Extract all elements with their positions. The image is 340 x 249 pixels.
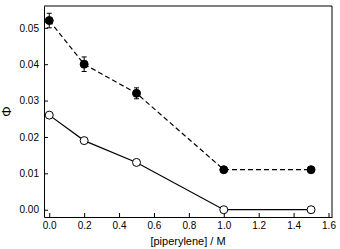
x-tick-label: 1.6 [322, 220, 336, 231]
x-tick-label: 0.2 [78, 220, 92, 231]
y-tick-mark [44, 210, 48, 211]
x-tick-mark [259, 213, 260, 217]
plot: 0.00.20.40.60.81.01.21.41.60.000.010.020… [20, 6, 337, 231]
y-tick-label: 0.05 [20, 23, 40, 34]
data-point [133, 158, 141, 166]
x-tick: 1.6 [322, 213, 336, 231]
x-tick: 0.4 [113, 213, 127, 231]
y-tick: 0.05 [20, 23, 48, 34]
y-tick: 0.02 [20, 132, 48, 143]
x-tick-label: 1.4 [287, 220, 301, 231]
x-tick-mark [329, 213, 330, 217]
y-tick-label: 0.04 [20, 59, 40, 70]
data-point [45, 17, 53, 25]
data-point [220, 206, 228, 214]
x-tick-mark [294, 213, 295, 217]
y-tick-mark [44, 173, 48, 174]
y-tick: 0.04 [20, 59, 48, 70]
y-tick: 0.03 [20, 95, 48, 106]
x-tick: 0.8 [182, 213, 196, 231]
y-axis-line [44, 7, 45, 218]
y-tick: 0.01 [20, 168, 48, 179]
x-tick-label: 0.6 [148, 220, 162, 231]
x-tick: 1.2 [252, 213, 266, 231]
x-tick: 1.4 [287, 213, 301, 231]
x-tick: 1.0 [217, 213, 231, 231]
x-axis: 0.0 0.2 0.4 0.6 0.8 1.0 1.2 1.4 1.6 [43, 213, 337, 231]
y-tick-mark [44, 64, 48, 65]
x-tick-mark [119, 213, 120, 217]
x-tick: 0.6 [148, 213, 162, 231]
x-tick-mark [49, 213, 50, 217]
chart: 0.00.20.40.60.81.01.21.41.60.000.010.020… [0, 0, 340, 249]
y-tick-label: 0.02 [20, 132, 40, 143]
y-tick-label: 0.01 [20, 168, 40, 179]
y-tick-label: 0.00 [20, 204, 40, 215]
x-tick: 0.2 [78, 213, 92, 231]
x-axis-line [45, 217, 333, 218]
frame [44, 6, 332, 7]
y-tick: 0.00 [20, 204, 48, 215]
x-tick-mark [84, 213, 85, 217]
data-point [80, 60, 88, 68]
x-tick-label: 1.2 [252, 220, 266, 231]
x-tick-label: 0.8 [182, 220, 196, 231]
x-axis-title: [piperylene] / M [150, 235, 225, 247]
data-area [45, 13, 315, 213]
y-axis: 0.00 0.01 0.02 0.03 0.04 0.05 [20, 7, 48, 218]
data-point [307, 206, 315, 214]
x-tick-label: 0.0 [43, 220, 57, 231]
x-tick-mark [154, 213, 155, 217]
data-point [307, 166, 315, 174]
y-tick-mark [44, 137, 48, 138]
x-tick-label: 1.0 [217, 220, 231, 231]
frame [332, 6, 333, 217]
data-point [220, 166, 228, 174]
series-line [49, 21, 311, 170]
x-tick-label: 0.4 [113, 220, 127, 231]
y-tick-mark [44, 101, 48, 102]
series-line [49, 115, 311, 210]
x-tick-mark [189, 213, 190, 217]
data-point [45, 111, 53, 119]
data-point [80, 137, 88, 145]
data-point [133, 89, 141, 97]
y-tick-label: 0.03 [20, 95, 40, 106]
y-axis-title: Φ [0, 106, 14, 116]
